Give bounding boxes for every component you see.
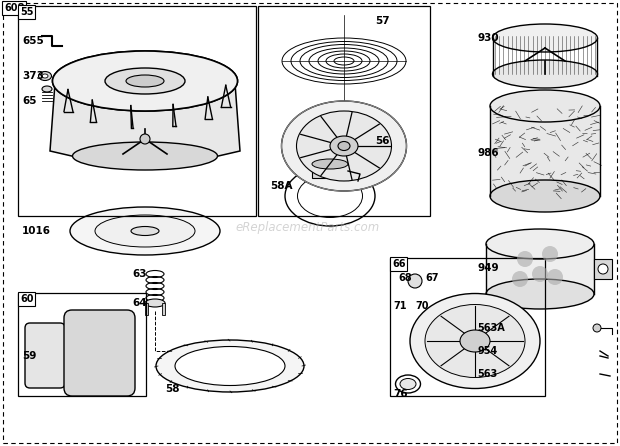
Ellipse shape	[126, 75, 164, 87]
Text: 954: 954	[477, 346, 497, 356]
Bar	[390, 258, 545, 396]
Text: 986: 986	[477, 148, 498, 158]
Ellipse shape	[38, 71, 51, 80]
Bar	[162, 303, 165, 315]
Bar	[145, 303, 148, 315]
Ellipse shape	[73, 142, 218, 170]
Ellipse shape	[492, 60, 598, 88]
Text: 60: 60	[20, 294, 33, 304]
Text: eReplacementParts.com: eReplacementParts.com	[236, 222, 380, 235]
Ellipse shape	[425, 305, 525, 377]
Ellipse shape	[131, 227, 159, 235]
Bar	[18, 293, 146, 396]
Text: 58: 58	[165, 384, 180, 394]
Ellipse shape	[486, 279, 594, 309]
Text: 76: 76	[393, 389, 407, 399]
Bar	[18, 6, 256, 216]
Text: 59: 59	[22, 351, 37, 361]
Ellipse shape	[156, 340, 304, 392]
Ellipse shape	[175, 347, 285, 385]
Ellipse shape	[338, 141, 350, 150]
Circle shape	[512, 271, 528, 287]
Text: 66: 66	[392, 259, 405, 269]
Bar	[594, 259, 612, 279]
Text: 563: 563	[477, 369, 497, 379]
Text: 655: 655	[22, 36, 44, 46]
Text: 949: 949	[477, 263, 498, 273]
Text: 67: 67	[425, 273, 438, 283]
Bar	[486, 244, 594, 294]
Text: 57: 57	[375, 16, 389, 26]
Circle shape	[542, 246, 558, 262]
Circle shape	[140, 134, 150, 144]
Circle shape	[547, 269, 563, 285]
Bar	[258, 6, 430, 216]
Ellipse shape	[492, 24, 598, 52]
Ellipse shape	[330, 136, 358, 156]
Ellipse shape	[95, 215, 195, 247]
Ellipse shape	[281, 101, 407, 191]
Polygon shape	[50, 83, 240, 166]
Bar	[490, 106, 600, 196]
FancyBboxPatch shape	[64, 310, 135, 396]
Ellipse shape	[296, 111, 391, 181]
FancyBboxPatch shape	[25, 323, 65, 388]
Text: 1016: 1016	[22, 226, 51, 236]
Circle shape	[593, 324, 601, 332]
Ellipse shape	[490, 180, 600, 212]
Text: 70: 70	[415, 301, 428, 311]
Circle shape	[532, 266, 548, 282]
Text: 63: 63	[132, 269, 146, 279]
Ellipse shape	[145, 299, 165, 307]
Ellipse shape	[105, 68, 185, 94]
Text: 68: 68	[398, 273, 412, 283]
Text: 58A: 58A	[270, 181, 293, 191]
Ellipse shape	[125, 74, 165, 87]
Ellipse shape	[460, 330, 490, 352]
Ellipse shape	[42, 74, 48, 78]
Circle shape	[517, 251, 533, 267]
Circle shape	[598, 264, 608, 274]
Text: 608: 608	[4, 3, 24, 13]
Ellipse shape	[410, 293, 540, 388]
Text: 64: 64	[132, 298, 146, 308]
Ellipse shape	[70, 207, 220, 255]
Ellipse shape	[53, 51, 237, 111]
Text: 71: 71	[393, 301, 407, 311]
Ellipse shape	[396, 375, 420, 393]
Ellipse shape	[400, 379, 416, 389]
Text: 930: 930	[477, 33, 498, 43]
Ellipse shape	[105, 68, 185, 94]
Text: 56: 56	[375, 136, 389, 146]
Ellipse shape	[42, 86, 52, 92]
Ellipse shape	[490, 90, 600, 122]
Text: 373: 373	[22, 71, 44, 81]
Ellipse shape	[486, 229, 594, 259]
Text: 65: 65	[22, 96, 37, 106]
Ellipse shape	[312, 159, 348, 169]
Text: 563A: 563A	[477, 323, 505, 333]
Bar	[312, 164, 348, 178]
Circle shape	[408, 274, 422, 288]
Text: 55: 55	[20, 7, 33, 17]
Ellipse shape	[53, 51, 237, 111]
